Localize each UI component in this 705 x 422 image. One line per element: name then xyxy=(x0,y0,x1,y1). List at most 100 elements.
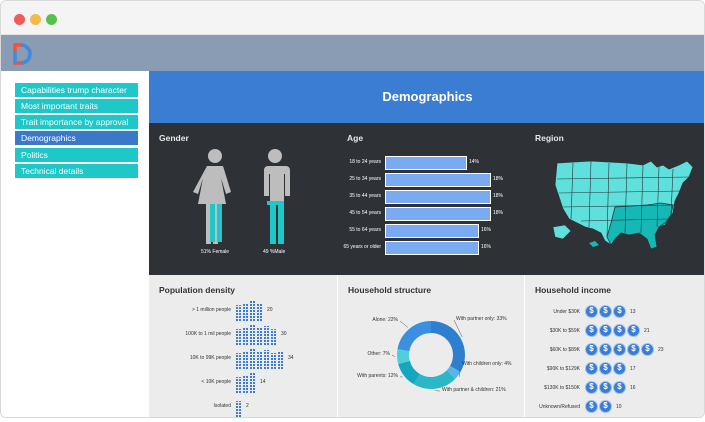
maximize-window-button[interactable] xyxy=(46,14,57,25)
building-icon xyxy=(250,301,256,321)
dollar-coin-icon: $ xyxy=(599,324,612,337)
donut-label-with-partner-only: With partner only: 33% xyxy=(456,316,507,322)
income-value-label-5: 10 xyxy=(616,404,622,410)
income-category-label-1: $30K to $59K xyxy=(549,328,580,334)
income-category-label-0: Under $30K xyxy=(553,309,580,315)
age-panel: Age 18 to 24 years 14% 25 to 34 years 18% 35… xyxy=(337,123,525,275)
population-category-label-3: < 10K people xyxy=(201,379,231,385)
donut-slice-with-children-only xyxy=(446,365,461,379)
sidebar-item-most-important-traits[interactable]: Most important traits xyxy=(15,99,138,113)
income-category-label-2: $60K to $89K xyxy=(549,347,580,353)
dollar-coin-icon: $ xyxy=(585,305,598,318)
male-percentage-label: 49 %Male xyxy=(263,249,286,255)
income-value-label-1: 21 xyxy=(644,328,650,334)
age-value-label-2: 18% xyxy=(493,193,504,199)
population-density-title: Population density xyxy=(159,285,236,295)
donut-leader-line-5 xyxy=(399,320,409,328)
building-icon xyxy=(278,351,284,369)
building-icon xyxy=(236,401,242,417)
dollar-coin-icon: $ xyxy=(599,381,612,394)
population-category-label-2: 10K to 99K people xyxy=(189,355,231,361)
donut-label-with-parents: With parents: 12% xyxy=(357,373,398,379)
dollar-coin-icon: $ xyxy=(627,324,640,337)
sidebar-item-demographics[interactable]: Demographics xyxy=(15,131,138,145)
sidebar-item-politics[interactable]: Politics xyxy=(15,148,138,162)
building-icon xyxy=(250,349,256,369)
household-structure-panel: Household structure With partner only: 3… xyxy=(337,275,525,417)
population-category-label-1: 100K to 1 mil people xyxy=(185,331,231,337)
household-structure-title: Household structure xyxy=(348,285,432,295)
building-icon xyxy=(250,325,256,345)
population-category-label-0: > 1 million people xyxy=(191,307,231,313)
building-icon xyxy=(257,304,263,321)
age-category-label-2: 35 to 44 years xyxy=(349,193,381,199)
building-icon xyxy=(257,328,263,345)
building-icon xyxy=(264,350,270,369)
income-category-label-3: $90K to $129K xyxy=(546,366,580,372)
age-category-label-5: 65 years or older xyxy=(343,244,381,250)
female-figure-icon xyxy=(193,149,231,244)
donut-slice-alone xyxy=(397,321,432,352)
population-value-label-3: 14 xyxy=(260,379,266,385)
donut-label-with-partner-children: With partner & children: 21% xyxy=(442,387,506,393)
age-bar-5 xyxy=(385,241,479,255)
dollar-coin-icon: $ xyxy=(585,362,598,375)
dollar-coin-icon: $ xyxy=(613,362,626,375)
age-bar-1 xyxy=(385,173,491,187)
dollar-coin-icon: $ xyxy=(613,343,626,356)
us-map-icon xyxy=(552,160,694,250)
donut-chart-svg xyxy=(391,319,465,392)
region-title: Region xyxy=(535,133,564,143)
population-value-label-0: 20 xyxy=(267,307,273,313)
household-income-panel: Household structure Household income Und… xyxy=(525,275,704,417)
male-figure-icon xyxy=(264,149,290,244)
app-header-bar xyxy=(1,35,704,71)
income-value-label-2: 23 xyxy=(658,347,664,353)
age-bar-2 xyxy=(385,190,491,204)
minimize-window-button[interactable] xyxy=(30,14,41,25)
age-bar-4 xyxy=(385,224,479,238)
age-value-label-4: 16% xyxy=(481,227,492,233)
donut-leader-line-4 xyxy=(391,354,396,357)
income-value-label-4: 16 xyxy=(630,385,636,391)
close-window-button[interactable] xyxy=(14,14,25,25)
dollar-coin-icon: $ xyxy=(599,343,612,356)
donut-label-other: Other: 7% xyxy=(367,351,390,357)
income-value-label-0: 13 xyxy=(630,309,636,315)
dollar-coin-icon: $ xyxy=(613,381,626,394)
age-value-label-0: 14% xyxy=(469,159,480,165)
dollar-coin-icon: $ xyxy=(627,343,640,356)
building-icon xyxy=(257,352,263,369)
building-icon xyxy=(243,327,249,345)
dollar-coin-icon: $ xyxy=(585,324,598,337)
building-icon xyxy=(236,305,242,321)
page-title: Demographics xyxy=(382,89,473,104)
app-logo-icon[interactable] xyxy=(11,42,33,66)
age-bar-3 xyxy=(385,207,491,221)
title-bar xyxy=(1,1,704,35)
building-icon xyxy=(271,329,277,345)
sidebar-nav: Capabilities trump character Most import… xyxy=(1,71,149,417)
sidebar-item-capabilities[interactable]: Capabilities trump character xyxy=(15,83,138,97)
building-icon xyxy=(236,377,242,393)
age-value-label-1: 18% xyxy=(493,176,504,182)
region-panel: Region xyxy=(525,123,704,275)
building-icon xyxy=(264,326,270,345)
building-icon xyxy=(243,375,249,393)
donut-slice-with-partner-children xyxy=(413,370,456,389)
dollar-coin-icon: $ xyxy=(599,305,612,318)
building-icon xyxy=(236,353,242,369)
age-category-label-0: 18 to 24 years xyxy=(349,159,381,165)
sidebar-item-technical-details[interactable]: Technical details xyxy=(15,164,138,178)
gender-panel: Gender 51% Female 49 %Male xyxy=(149,123,337,275)
dollar-coin-icon: $ xyxy=(585,381,598,394)
gender-title: Gender xyxy=(159,133,189,143)
age-value-label-3: 18% xyxy=(493,210,504,216)
income-value-label-3: 17 xyxy=(630,366,636,372)
page-header: Demographics xyxy=(149,71,704,123)
population-value-label-2: 34 xyxy=(288,355,294,361)
building-icon xyxy=(243,351,249,369)
dollar-coin-icon: $ xyxy=(585,343,598,356)
sidebar-item-trait-importance[interactable]: Trait importance by approval xyxy=(15,115,138,129)
